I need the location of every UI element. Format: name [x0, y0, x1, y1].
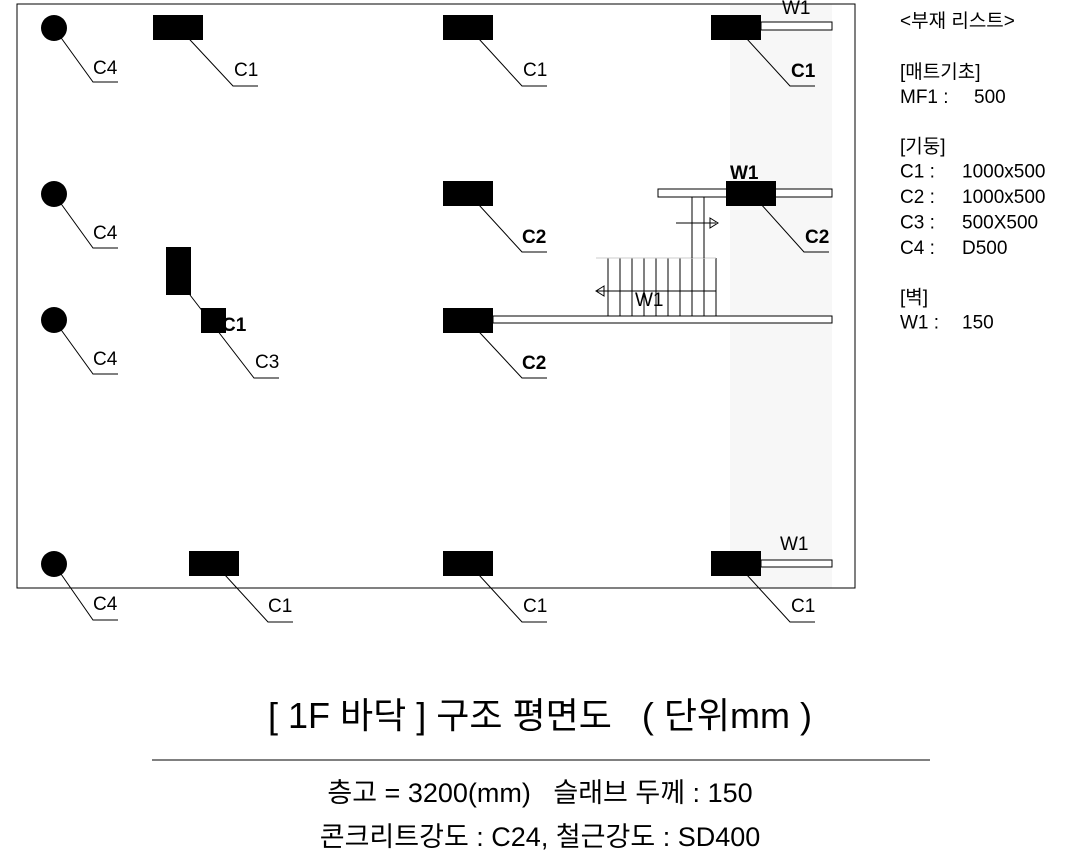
member-label: C4 [93, 349, 118, 370]
note: 층고 = 3200(mm) 슬래브 두께 : 150 [327, 778, 752, 808]
legend-value: 1000x500 [962, 187, 1045, 208]
member-label: W1 [780, 534, 809, 555]
member-label: W1 [635, 290, 664, 311]
legend-key: W1 : [900, 313, 939, 334]
member-label: W1 [782, 0, 811, 19]
legend-value: 500X500 [962, 213, 1038, 234]
member-label: W1 [730, 163, 759, 184]
note: 콘크리트강도 : C24, 철근강도 : SD400 [320, 822, 761, 852]
member-label: C1 [791, 61, 816, 82]
legend-key: C4 : [900, 238, 935, 259]
member-label: C3 [255, 352, 279, 373]
leader-line [53, 27, 118, 83]
legend-value: 500 [974, 87, 1006, 108]
legend-key: C3 : [900, 213, 935, 234]
leader-line [735, 26, 815, 87]
leader-line [53, 193, 118, 249]
stairs [595, 197, 719, 316]
shaded-strip [730, 4, 832, 588]
legend-heading: [벽] [900, 287, 928, 309]
column [201, 308, 226, 333]
wall [760, 559, 833, 568]
member-label: C1 [523, 596, 547, 617]
leader-line [467, 26, 547, 87]
member-label: C1 [523, 60, 547, 81]
member-label: C2 [805, 227, 829, 248]
columns [41, 15, 776, 577]
wall [492, 315, 833, 324]
leader-line [735, 562, 815, 623]
leader-line [189, 294, 279, 379]
legend-heading: [기둥] [900, 136, 946, 158]
legend-title: <부재 리스트> [900, 10, 1015, 32]
member-label: C1 [222, 315, 247, 336]
legend-key: MF1 : [900, 87, 949, 108]
legend-key: C1 : [900, 162, 935, 183]
arrow-head [709, 217, 719, 229]
drawing-title: [ 1F 바닥 ] 구조 평면도 ( 단위mm ) [268, 695, 812, 736]
legend-heading: [매트기초] [900, 61, 980, 83]
wall [760, 21, 833, 31]
leader-line [750, 192, 829, 253]
member-label: C4 [93, 223, 118, 244]
member-label: C4 [93, 594, 118, 615]
legend: [매트기초] MF1 : 500 [기둥] C1 : 1000x500 C2 : 1000x5… [900, 61, 1045, 334]
leader-line [53, 563, 118, 621]
legend-value: D500 [962, 238, 1007, 259]
column [166, 247, 191, 295]
leader-line [467, 319, 547, 379]
member-label: C1 [234, 60, 258, 81]
member-label: C4 [93, 58, 118, 79]
legend-value: 1000x500 [962, 162, 1045, 183]
legend-key: C2 : [900, 187, 935, 208]
member-label: C1 [791, 596, 815, 617]
leader-line [177, 26, 258, 87]
leader-line [467, 192, 547, 253]
leader-line [53, 319, 118, 375]
legend-value: 150 [962, 313, 994, 334]
member-label: C2 [522, 227, 546, 248]
member-label: C1 [268, 596, 292, 617]
leader-line [213, 562, 293, 623]
plan-border [16, 3, 856, 589]
member-label: C2 [522, 353, 546, 374]
leader-line [467, 562, 547, 623]
arrow-head [595, 285, 605, 297]
labels: C4 C4 C4 C4 C1 C1 C1 C2 C2 C1 C3 C2 C1 C1 C1 W1 W1 W1 W1 [53, 0, 829, 623]
